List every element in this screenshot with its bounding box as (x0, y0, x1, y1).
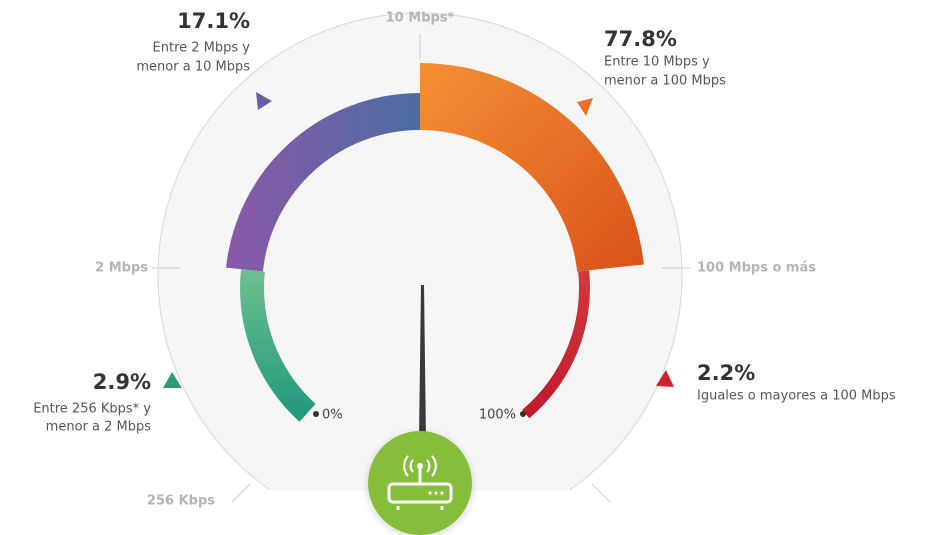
description: Entre 2 Mbps y (153, 41, 251, 56)
marker (656, 370, 674, 387)
description: Iguales o mayores a 100 Mbps (697, 389, 896, 404)
description: menor a 100 Mbps (604, 74, 726, 89)
dot (520, 411, 526, 417)
description: menor a 2 Mbps (46, 420, 152, 435)
scale-label: 100 Mbps o más (697, 261, 816, 276)
tick (591, 483, 611, 503)
scale-label: 10 Mbps* (386, 11, 455, 26)
description: Entre 256 Kbps* y (33, 402, 151, 417)
orange-arc (420, 63, 644, 272)
marker (256, 92, 272, 110)
tick (231, 483, 251, 503)
scale-label: 2 Mbps (95, 261, 148, 276)
dot (313, 411, 319, 417)
end-label: 0% (322, 408, 343, 423)
green-arc (239, 269, 316, 422)
percent: 17.1% (177, 9, 250, 33)
percent: 77.8% (604, 27, 677, 51)
router-icon (368, 431, 472, 535)
end-label: 100% (479, 408, 516, 423)
purple-arc (226, 93, 420, 272)
description: menor a 10 Mbps (136, 60, 250, 75)
percent: 2.2% (697, 361, 755, 385)
description: Entre 10 Mbps y (604, 55, 710, 70)
red-arc (522, 270, 590, 419)
marker (163, 372, 182, 388)
percent: 2.9% (93, 370, 151, 394)
marker (577, 98, 593, 116)
scale-label: 256 Kbps (147, 494, 215, 509)
needle (419, 285, 426, 440)
